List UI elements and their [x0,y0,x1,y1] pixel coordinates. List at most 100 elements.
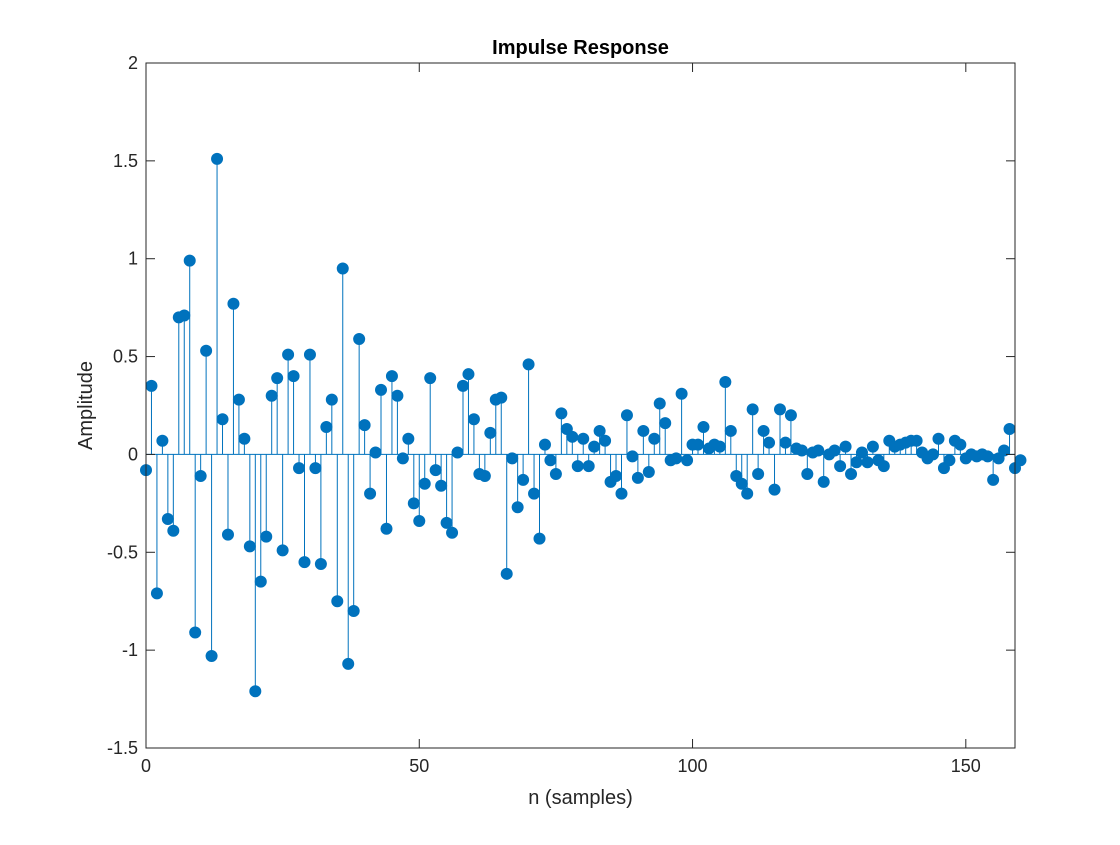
stem-marker [631,471,644,484]
stem-marker [232,393,245,406]
stem-marker [817,475,830,488]
stem-marker [189,626,202,639]
y-tick-label: -1 [122,640,138,660]
stem-marker [467,413,480,426]
stem-markers [140,152,1027,698]
y-tick-label: 0 [128,444,138,464]
stem-marker [670,452,683,465]
stem-marker [582,460,595,473]
stem-marker [845,468,858,480]
stem-marker [418,477,431,490]
chart-title: Impulse Response [492,37,669,59]
stem-marker [200,344,213,357]
stem-marker [216,413,229,426]
stem-marker [692,438,705,451]
stem-marker [145,379,158,392]
stem-marker [533,532,546,545]
stem-marker [571,460,584,473]
stem-marker [380,522,393,535]
stem-marker [927,448,940,461]
stem-marker [369,446,382,459]
stem-marker [620,409,633,422]
stem-marker [757,424,770,437]
stem-marker [528,487,541,500]
stem-marker [456,379,469,392]
stem-marker [293,462,306,475]
stem-marker [752,468,765,480]
stem-marker [227,297,240,310]
stem-marker [478,469,491,482]
stem-marker [260,530,273,543]
x-tick-label: 50 [409,756,429,776]
stem-marker [763,436,776,449]
y-tick-label: 1.5 [113,151,138,171]
stem-marker [653,397,666,410]
stem-marker [183,254,196,267]
stem-marker [610,469,623,482]
x-axis-label: n (samples) [528,787,632,809]
stem-marker [615,487,628,500]
stem-marker [735,477,748,490]
stem-marker [981,450,994,463]
stem-marker [331,595,344,608]
stem-marker [221,528,234,541]
stem-marker [517,473,530,486]
stem-marker [375,383,388,396]
stem-marker [178,309,191,322]
stem-marker [637,424,650,437]
stem-marker [828,444,841,457]
x-tick-label: 150 [951,756,981,776]
stem-marker [451,446,464,459]
stem-marker [932,432,945,445]
y-tick-label: 2 [128,53,138,73]
stem-marker [746,403,759,416]
stem-marker [588,440,601,453]
stem-marker [599,434,612,447]
stem-marker [779,436,792,449]
stem-marker [462,368,475,381]
stem-marker [566,430,579,443]
stem-marker [626,450,639,463]
stem-marker [593,424,606,437]
stem-marker [156,434,169,447]
stem-marker [642,466,655,479]
stem-marker [271,372,284,385]
stem-marker [511,501,524,514]
stem-marker [282,348,295,361]
x-tick-label: 100 [678,756,708,776]
stem-marker [812,444,825,457]
stem-marker [391,389,404,402]
axis-tick-labels: 0 50 100 150 -1.5 -1 -0.5 0 0.5 1 1.5 2 [107,53,981,776]
stem-marker [484,426,497,439]
stem-marker [834,460,847,473]
stem-marker [795,444,808,457]
stem-marker [500,567,513,580]
stem-marker [287,370,300,383]
stem-marker [724,424,737,437]
stem-marker [713,440,726,453]
stem-marker [413,514,426,527]
stem-marker [1003,422,1016,435]
stem-marker [768,483,781,496]
stem-marker [522,358,535,371]
stem-marker [544,454,557,467]
stem-marker [495,391,508,404]
stem-marker [211,152,224,165]
axes-box [145,62,1016,749]
y-tick-label: -0.5 [107,542,138,562]
stem-marker [1014,454,1027,467]
stem-marker [697,421,710,434]
stem-marker [784,409,797,422]
stem-marker [342,657,355,670]
stem-marker [243,540,256,553]
stem-marker [741,487,754,500]
stem-marker [429,464,442,477]
stem-marker [309,462,322,475]
axis-ticks [145,62,1015,749]
stem-marker [407,497,420,510]
stem-marker [161,513,174,526]
stem-marker [659,417,672,430]
stem-marker [839,440,852,453]
stem-marker [325,393,338,406]
stem-marker [549,468,562,480]
